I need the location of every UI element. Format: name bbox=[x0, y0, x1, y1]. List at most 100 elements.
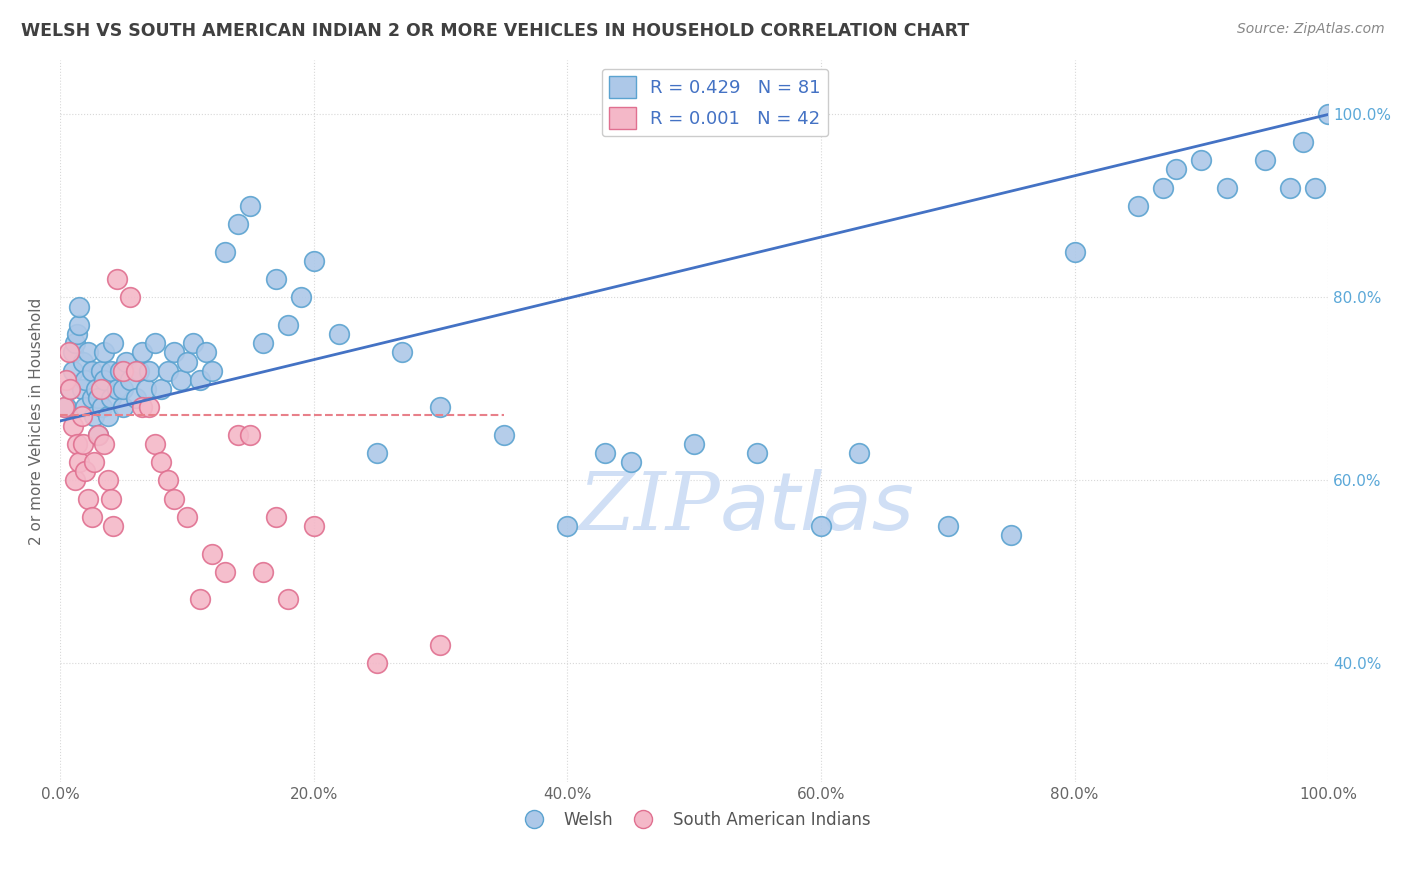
Point bbox=[87, 427, 110, 442]
Point bbox=[115, 354, 138, 368]
Point bbox=[201, 364, 224, 378]
Point bbox=[80, 510, 103, 524]
Point bbox=[264, 272, 287, 286]
Point bbox=[72, 354, 94, 368]
Point bbox=[52, 401, 75, 415]
Point bbox=[1189, 153, 1212, 168]
Point bbox=[93, 373, 115, 387]
Point bbox=[108, 364, 131, 378]
Point bbox=[59, 382, 82, 396]
Point bbox=[62, 364, 84, 378]
Point bbox=[1317, 107, 1340, 121]
Text: WELSH VS SOUTH AMERICAN INDIAN 2 OR MORE VEHICLES IN HOUSEHOLD CORRELATION CHART: WELSH VS SOUTH AMERICAN INDIAN 2 OR MORE… bbox=[21, 22, 969, 40]
Point bbox=[84, 382, 107, 396]
Point bbox=[848, 446, 870, 460]
Point bbox=[252, 336, 274, 351]
Point bbox=[128, 364, 150, 378]
Point bbox=[62, 418, 84, 433]
Point bbox=[290, 290, 312, 304]
Point bbox=[100, 391, 122, 405]
Point bbox=[163, 345, 186, 359]
Point bbox=[620, 455, 643, 469]
Point bbox=[747, 446, 769, 460]
Point bbox=[1305, 180, 1327, 194]
Point bbox=[143, 336, 166, 351]
Point bbox=[936, 519, 959, 533]
Point bbox=[188, 373, 211, 387]
Point bbox=[100, 364, 122, 378]
Point bbox=[555, 519, 578, 533]
Point bbox=[1215, 180, 1237, 194]
Point bbox=[62, 345, 84, 359]
Point bbox=[150, 455, 173, 469]
Point bbox=[194, 345, 217, 359]
Point bbox=[55, 373, 77, 387]
Point bbox=[135, 382, 157, 396]
Point bbox=[67, 300, 90, 314]
Point bbox=[103, 336, 125, 351]
Point bbox=[302, 519, 325, 533]
Point bbox=[125, 391, 148, 405]
Point bbox=[366, 446, 388, 460]
Point bbox=[595, 446, 617, 460]
Point bbox=[87, 391, 110, 405]
Point bbox=[67, 318, 90, 332]
Point bbox=[112, 382, 135, 396]
Point bbox=[67, 455, 90, 469]
Point bbox=[277, 592, 299, 607]
Point bbox=[75, 373, 97, 387]
Point bbox=[226, 427, 249, 442]
Point bbox=[80, 391, 103, 405]
Text: atlas: atlas bbox=[720, 468, 914, 547]
Point bbox=[112, 364, 135, 378]
Point bbox=[239, 427, 262, 442]
Point bbox=[683, 437, 706, 451]
Point bbox=[1152, 180, 1174, 194]
Point bbox=[118, 373, 141, 387]
Point bbox=[492, 427, 515, 442]
Point bbox=[90, 364, 112, 378]
Point bbox=[103, 519, 125, 533]
Text: ZIP: ZIP bbox=[578, 469, 720, 547]
Legend: Welsh, South American Indians: Welsh, South American Indians bbox=[510, 804, 877, 836]
Point bbox=[72, 437, 94, 451]
Point bbox=[188, 592, 211, 607]
Point bbox=[143, 437, 166, 451]
Point bbox=[90, 382, 112, 396]
Point bbox=[226, 217, 249, 231]
Point bbox=[156, 474, 179, 488]
Point bbox=[810, 519, 832, 533]
Point bbox=[131, 401, 153, 415]
Point bbox=[131, 345, 153, 359]
Point bbox=[156, 364, 179, 378]
Point bbox=[252, 565, 274, 579]
Point bbox=[125, 364, 148, 378]
Point bbox=[1000, 528, 1022, 542]
Point bbox=[366, 657, 388, 671]
Point bbox=[87, 427, 110, 442]
Point bbox=[429, 638, 451, 652]
Point bbox=[163, 491, 186, 506]
Point bbox=[112, 401, 135, 415]
Point bbox=[1126, 199, 1149, 213]
Point bbox=[105, 382, 128, 396]
Point bbox=[391, 345, 413, 359]
Point bbox=[169, 373, 191, 387]
Point bbox=[83, 455, 105, 469]
Point bbox=[429, 401, 451, 415]
Point bbox=[80, 364, 103, 378]
Point bbox=[1063, 244, 1085, 259]
Point bbox=[138, 401, 160, 415]
Point bbox=[83, 409, 105, 424]
Point bbox=[93, 345, 115, 359]
Point bbox=[277, 318, 299, 332]
Point bbox=[75, 401, 97, 415]
Point bbox=[201, 547, 224, 561]
Point bbox=[239, 199, 262, 213]
Point bbox=[70, 382, 93, 396]
Point bbox=[77, 491, 100, 506]
Point bbox=[70, 409, 93, 424]
Point bbox=[55, 401, 77, 415]
Y-axis label: 2 or more Vehicles in Household: 2 or more Vehicles in Household bbox=[30, 297, 44, 545]
Point bbox=[93, 437, 115, 451]
